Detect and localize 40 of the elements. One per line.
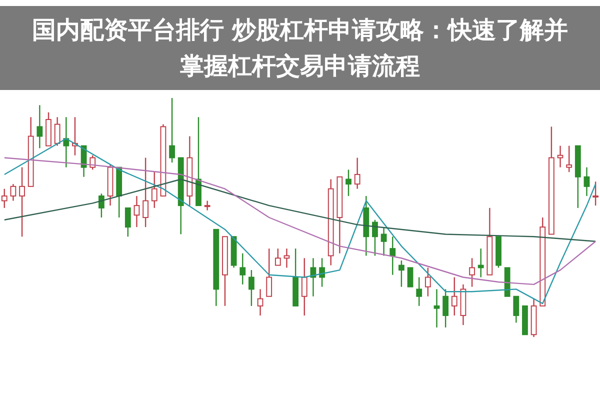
candlestick	[90, 154, 96, 170]
candlestick	[10, 183, 16, 202]
candlestick	[266, 248, 272, 297]
candlestick	[274, 248, 281, 266]
candlestick	[36, 104, 43, 149]
candlestick	[380, 226, 387, 256]
candlestick	[478, 248, 484, 278]
candlestick	[416, 276, 422, 307]
candlestick	[301, 258, 308, 316]
candlestick	[557, 145, 564, 168]
candlestick	[390, 236, 396, 276]
candlestick	[54, 116, 60, 146]
candlestick	[354, 157, 360, 190]
candlestick	[257, 288, 264, 316]
candlestick	[442, 288, 449, 328]
candlestick	[584, 166, 590, 197]
candlestick	[469, 258, 475, 288]
candlestick	[284, 248, 290, 268]
candlestick	[134, 195, 140, 228]
candlestick	[513, 296, 520, 324]
candlestick	[424, 267, 431, 297]
chart-title: 国内配资平台排行 炒股杠杆申请攻略：快速了解并掌握杠杆交易申请流程	[30, 15, 570, 82]
candlestick	[169, 98, 175, 164]
candlestick	[19, 166, 25, 238]
candlestick	[319, 258, 325, 288]
candlestick	[434, 288, 440, 328]
candlestick	[451, 276, 458, 316]
candlestick	[398, 260, 404, 288]
candlestick	[98, 193, 104, 218]
candlestick	[346, 169, 352, 197]
candlestick	[240, 252, 246, 286]
candlestick	[372, 219, 378, 256]
candlestick	[248, 269, 254, 307]
candlestick	[124, 207, 131, 238]
candlestick	[566, 145, 572, 173]
candlestick	[63, 116, 70, 168]
candlestick	[204, 200, 210, 211]
candlestick	[407, 267, 414, 288]
candlestick	[151, 171, 158, 209]
candlestick	[142, 157, 149, 228]
